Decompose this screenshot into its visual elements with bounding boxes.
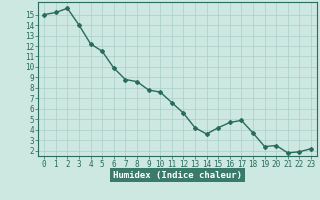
X-axis label: Humidex (Indice chaleur): Humidex (Indice chaleur) xyxy=(113,171,242,180)
